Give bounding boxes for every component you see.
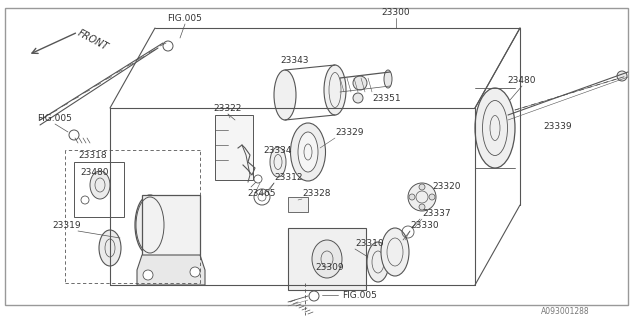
Ellipse shape bbox=[381, 228, 409, 276]
Ellipse shape bbox=[475, 88, 515, 168]
Ellipse shape bbox=[298, 132, 318, 172]
Ellipse shape bbox=[270, 147, 286, 177]
Ellipse shape bbox=[312, 240, 342, 278]
Circle shape bbox=[353, 93, 363, 103]
Bar bbox=[215, 115, 253, 180]
Circle shape bbox=[419, 204, 425, 210]
Circle shape bbox=[190, 267, 200, 277]
Text: 23309: 23309 bbox=[316, 262, 344, 271]
Text: 23334: 23334 bbox=[264, 146, 292, 155]
Text: 23465: 23465 bbox=[247, 188, 275, 197]
Text: 23300: 23300 bbox=[381, 7, 410, 17]
Ellipse shape bbox=[367, 242, 389, 282]
Text: 23339: 23339 bbox=[543, 122, 572, 131]
Text: 23310: 23310 bbox=[355, 238, 383, 247]
Text: 23480: 23480 bbox=[80, 167, 109, 177]
Text: 23328: 23328 bbox=[302, 188, 330, 197]
Text: 23320: 23320 bbox=[432, 181, 461, 190]
Circle shape bbox=[408, 183, 436, 211]
Text: 23330: 23330 bbox=[410, 220, 438, 229]
Text: A093001288: A093001288 bbox=[541, 308, 590, 316]
Text: FIG.005: FIG.005 bbox=[342, 291, 377, 300]
Ellipse shape bbox=[135, 195, 165, 255]
Circle shape bbox=[409, 194, 415, 200]
Circle shape bbox=[143, 270, 153, 280]
Text: FIG.005: FIG.005 bbox=[168, 13, 202, 22]
Circle shape bbox=[617, 71, 627, 81]
Bar bbox=[74, 162, 124, 217]
Ellipse shape bbox=[291, 123, 326, 181]
Circle shape bbox=[353, 76, 367, 90]
Text: 23322: 23322 bbox=[214, 103, 242, 113]
Text: 23351: 23351 bbox=[372, 93, 401, 102]
Text: 23318: 23318 bbox=[78, 150, 107, 159]
Bar bbox=[288, 228, 366, 290]
Polygon shape bbox=[137, 255, 205, 285]
Text: 23480: 23480 bbox=[508, 76, 536, 84]
Bar bbox=[288, 197, 308, 212]
Text: 23329: 23329 bbox=[335, 127, 364, 137]
Text: 23312: 23312 bbox=[274, 172, 303, 181]
Ellipse shape bbox=[384, 70, 392, 88]
Ellipse shape bbox=[324, 65, 346, 115]
Text: 23319: 23319 bbox=[52, 220, 81, 229]
Text: FRONT: FRONT bbox=[76, 28, 109, 52]
Text: 23337: 23337 bbox=[422, 209, 451, 218]
Ellipse shape bbox=[90, 171, 110, 199]
Ellipse shape bbox=[99, 230, 121, 266]
Ellipse shape bbox=[274, 70, 296, 120]
Circle shape bbox=[419, 184, 425, 190]
Bar bbox=[142, 195, 200, 275]
Text: FIG.005: FIG.005 bbox=[38, 114, 72, 123]
Circle shape bbox=[429, 194, 435, 200]
Text: 23343: 23343 bbox=[281, 55, 309, 65]
